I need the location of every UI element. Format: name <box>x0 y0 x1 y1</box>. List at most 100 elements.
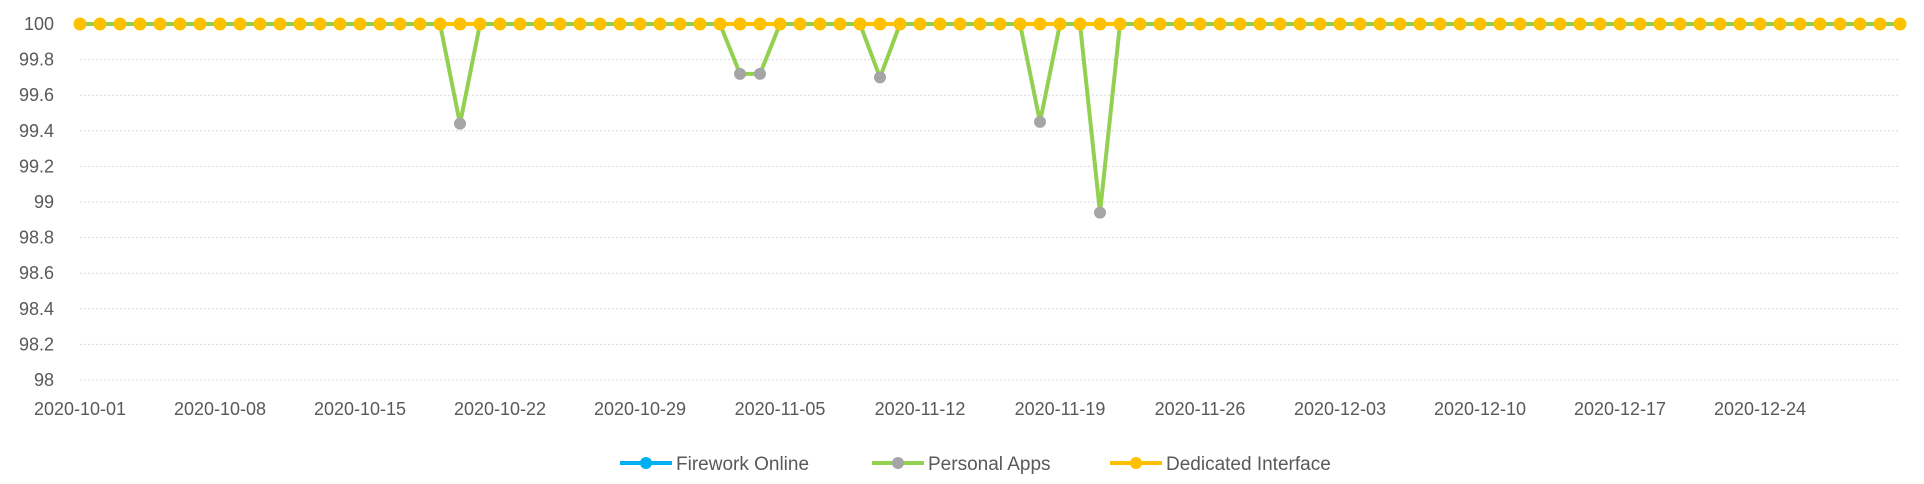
point-dedicated-interface <box>893 17 907 31</box>
point-personal-apps <box>454 117 466 130</box>
point-dedicated-interface <box>413 17 427 31</box>
point-dedicated-interface <box>1413 17 1427 31</box>
point-dedicated-interface <box>213 17 227 31</box>
point-dedicated-interface <box>253 17 267 31</box>
point-dedicated-interface <box>1173 17 1187 31</box>
point-dedicated-interface <box>153 17 167 31</box>
point-dedicated-interface <box>873 17 887 31</box>
point-personal-apps <box>874 71 886 84</box>
point-dedicated-interface <box>1013 17 1027 31</box>
y-tick-label: 98.8 <box>19 228 54 248</box>
point-dedicated-interface <box>653 17 667 31</box>
point-dedicated-interface <box>633 17 647 31</box>
point-dedicated-interface <box>1733 17 1747 31</box>
point-dedicated-interface <box>1873 17 1887 31</box>
x-tick-label: 2020-12-24 <box>1714 399 1806 419</box>
point-dedicated-interface <box>373 17 387 31</box>
point-dedicated-interface <box>613 17 627 31</box>
point-dedicated-interface <box>953 17 967 31</box>
point-dedicated-interface <box>1853 17 1867 31</box>
point-dedicated-interface <box>733 17 747 31</box>
point-dedicated-interface <box>973 17 987 31</box>
point-dedicated-interface <box>1753 17 1767 31</box>
legend: Firework Online Personal Apps Dedicated In… <box>620 454 1331 475</box>
point-dedicated-interface <box>273 17 287 31</box>
point-dedicated-interface <box>793 17 807 31</box>
point-dedicated-interface <box>1313 17 1327 31</box>
point-dedicated-interface <box>1613 17 1627 31</box>
point-dedicated-interface <box>313 17 327 31</box>
point-dedicated-interface <box>993 17 1007 31</box>
point-dedicated-interface <box>113 17 127 31</box>
y-tick-label: 98.6 <box>19 263 54 283</box>
legend-swatch-marker <box>1130 457 1142 469</box>
point-dedicated-interface <box>1633 17 1647 31</box>
point-dedicated-interface <box>1393 17 1407 31</box>
point-dedicated-interface <box>353 17 367 31</box>
x-tick-label: 2020-11-26 <box>1155 399 1246 419</box>
point-dedicated-interface <box>853 17 867 31</box>
point-personal-apps <box>1094 206 1106 219</box>
point-dedicated-interface <box>393 17 407 31</box>
point-dedicated-interface <box>333 17 347 31</box>
point-dedicated-interface <box>233 17 247 31</box>
point-personal-apps <box>1034 115 1046 128</box>
point-dedicated-interface <box>1473 17 1487 31</box>
point-dedicated-interface <box>693 17 707 31</box>
point-dedicated-interface <box>73 17 87 31</box>
point-dedicated-interface <box>1653 17 1667 31</box>
point-dedicated-interface <box>1353 17 1367 31</box>
x-tick-label: 2020-11-05 <box>735 399 826 419</box>
point-dedicated-interface <box>1373 17 1387 31</box>
point-dedicated-interface <box>1713 17 1727 31</box>
legend-label: Dedicated Interface <box>1166 454 1331 475</box>
x-tick-label: 2020-11-19 <box>1015 399 1106 419</box>
legend-label: Personal Apps <box>928 454 1051 475</box>
point-dedicated-interface <box>1233 17 1247 31</box>
point-dedicated-interface <box>1453 17 1467 31</box>
point-dedicated-interface <box>1593 17 1607 31</box>
point-dedicated-interface <box>1093 17 1107 31</box>
point-dedicated-interface <box>773 17 787 31</box>
y-tick-label: 99.6 <box>19 85 54 105</box>
x-tick-label: 2020-11-12 <box>875 399 966 419</box>
point-dedicated-interface <box>1113 17 1127 31</box>
point-dedicated-interface <box>813 17 827 31</box>
x-axis: 2020-10-01 2020-10-08 2020-10-15 2020-10-22… <box>34 399 1806 419</box>
legend-swatch-marker <box>892 457 904 469</box>
point-dedicated-interface <box>833 17 847 31</box>
x-tick-label: 2020-12-17 <box>1574 399 1666 419</box>
y-tick-label: 99.2 <box>19 156 54 176</box>
point-dedicated-interface <box>913 17 927 31</box>
point-dedicated-interface <box>1333 17 1347 31</box>
point-dedicated-interface <box>1033 17 1047 31</box>
y-tick-label: 98 <box>34 370 54 390</box>
point-dedicated-interface <box>933 17 947 31</box>
point-dedicated-interface <box>473 17 487 31</box>
point-dedicated-interface <box>1213 17 1227 31</box>
series-lines <box>73 17 1907 219</box>
x-tick-label: 2020-10-15 <box>314 399 406 419</box>
y-tick-label: 100 <box>24 14 54 34</box>
point-dedicated-interface <box>1253 17 1267 31</box>
point-dedicated-interface <box>1893 17 1907 31</box>
point-dedicated-interface <box>1273 17 1287 31</box>
point-personal-apps <box>734 67 746 80</box>
point-dedicated-interface <box>1553 17 1567 31</box>
point-dedicated-interface <box>1833 17 1847 31</box>
point-dedicated-interface <box>1053 17 1067 31</box>
point-dedicated-interface <box>193 17 207 31</box>
y-tick-label: 98.2 <box>19 334 54 354</box>
point-dedicated-interface <box>93 17 107 31</box>
x-tick-label: 2020-10-29 <box>594 399 686 419</box>
point-dedicated-interface <box>713 17 727 31</box>
point-dedicated-interface <box>1433 17 1447 31</box>
series-line-1 <box>80 22 1900 215</box>
point-dedicated-interface <box>1513 17 1527 31</box>
point-dedicated-interface <box>1153 17 1167 31</box>
point-dedicated-interface <box>173 17 187 31</box>
point-dedicated-interface <box>1793 17 1807 31</box>
point-dedicated-interface <box>433 17 447 31</box>
point-dedicated-interface <box>593 17 607 31</box>
